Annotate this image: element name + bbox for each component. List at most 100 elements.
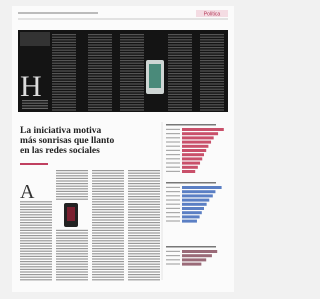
text-line	[120, 102, 144, 103]
text-line	[56, 240, 88, 241]
text-line	[22, 105, 48, 106]
text-line	[88, 78, 112, 79]
text-line	[168, 34, 192, 35]
text-line	[128, 193, 160, 194]
text-line	[128, 204, 160, 205]
text-line	[22, 108, 48, 109]
text-line	[20, 274, 52, 275]
headline-line: La iniciativa motiva	[20, 126, 102, 136]
text-line	[88, 68, 112, 69]
text-line	[52, 42, 76, 43]
text-line	[128, 196, 160, 197]
text-line	[56, 248, 88, 249]
bar-label	[166, 204, 180, 205]
text-line	[128, 214, 160, 215]
text-line	[128, 256, 160, 257]
text-line	[128, 199, 160, 200]
text-line	[120, 107, 144, 108]
text-line	[128, 245, 160, 246]
text-line	[168, 55, 192, 56]
bar-label	[166, 141, 180, 142]
text-line	[168, 96, 192, 97]
bar-label	[166, 195, 180, 196]
text-line	[200, 63, 224, 64]
text-line	[20, 240, 52, 241]
text-line	[20, 230, 52, 231]
text-line	[200, 42, 224, 43]
text-line	[20, 245, 52, 246]
bar	[182, 128, 224, 131]
text-line	[88, 83, 112, 84]
text-line	[128, 243, 160, 244]
text-line	[120, 83, 144, 84]
text-line	[92, 230, 124, 231]
text-line	[88, 34, 112, 35]
text-line	[52, 91, 76, 92]
text-line	[168, 57, 192, 58]
text-line	[200, 91, 224, 92]
text-line	[56, 258, 88, 259]
header-dateline	[18, 12, 98, 14]
text-line	[52, 55, 76, 56]
text-line	[56, 183, 88, 184]
text-line	[56, 173, 88, 174]
text-line	[56, 235, 88, 236]
text-line	[20, 225, 52, 226]
text-line	[88, 44, 112, 45]
bar	[182, 166, 198, 169]
text-line	[168, 99, 192, 100]
text-line	[200, 52, 224, 53]
text-line	[200, 39, 224, 40]
bar-label	[166, 167, 180, 168]
text-line	[92, 248, 124, 249]
text-line	[20, 232, 52, 233]
text-line	[52, 47, 76, 48]
bar	[182, 145, 208, 148]
text-line	[20, 253, 52, 254]
text-line	[52, 34, 76, 35]
text-line	[52, 78, 76, 79]
text-line	[92, 245, 124, 246]
text-line	[20, 217, 52, 218]
text-line	[200, 37, 224, 38]
text-line	[168, 47, 192, 48]
text-line	[200, 70, 224, 71]
text-line	[52, 68, 76, 69]
text-line	[120, 104, 144, 105]
bar	[182, 186, 222, 189]
bar	[182, 258, 206, 261]
text-line	[92, 251, 124, 252]
text-line	[92, 193, 124, 194]
text-line	[52, 73, 76, 74]
text-line	[56, 188, 88, 189]
text-line	[52, 81, 76, 82]
text-line	[52, 107, 76, 108]
text-line	[120, 63, 144, 64]
text-line	[128, 274, 160, 275]
text-line	[56, 238, 88, 239]
text-line	[168, 63, 192, 64]
bar	[182, 190, 215, 193]
text-line	[92, 225, 124, 226]
bar	[182, 132, 218, 135]
text-line	[128, 225, 160, 226]
bar	[182, 263, 201, 266]
text-line	[92, 258, 124, 259]
bar-label	[166, 220, 180, 221]
chart-title	[166, 182, 216, 184]
text-line	[20, 258, 52, 259]
bar-label	[166, 216, 180, 217]
text-line	[52, 94, 76, 95]
bar	[182, 207, 204, 210]
text-line	[92, 227, 124, 228]
text-line	[92, 217, 124, 218]
bar	[182, 199, 209, 202]
text-line	[92, 232, 124, 233]
bar-label	[166, 129, 180, 130]
text-line	[128, 173, 160, 174]
text-line	[168, 37, 192, 38]
text-line	[128, 186, 160, 187]
text-line	[56, 279, 88, 280]
bar-label	[166, 212, 180, 213]
text-line	[128, 191, 160, 192]
